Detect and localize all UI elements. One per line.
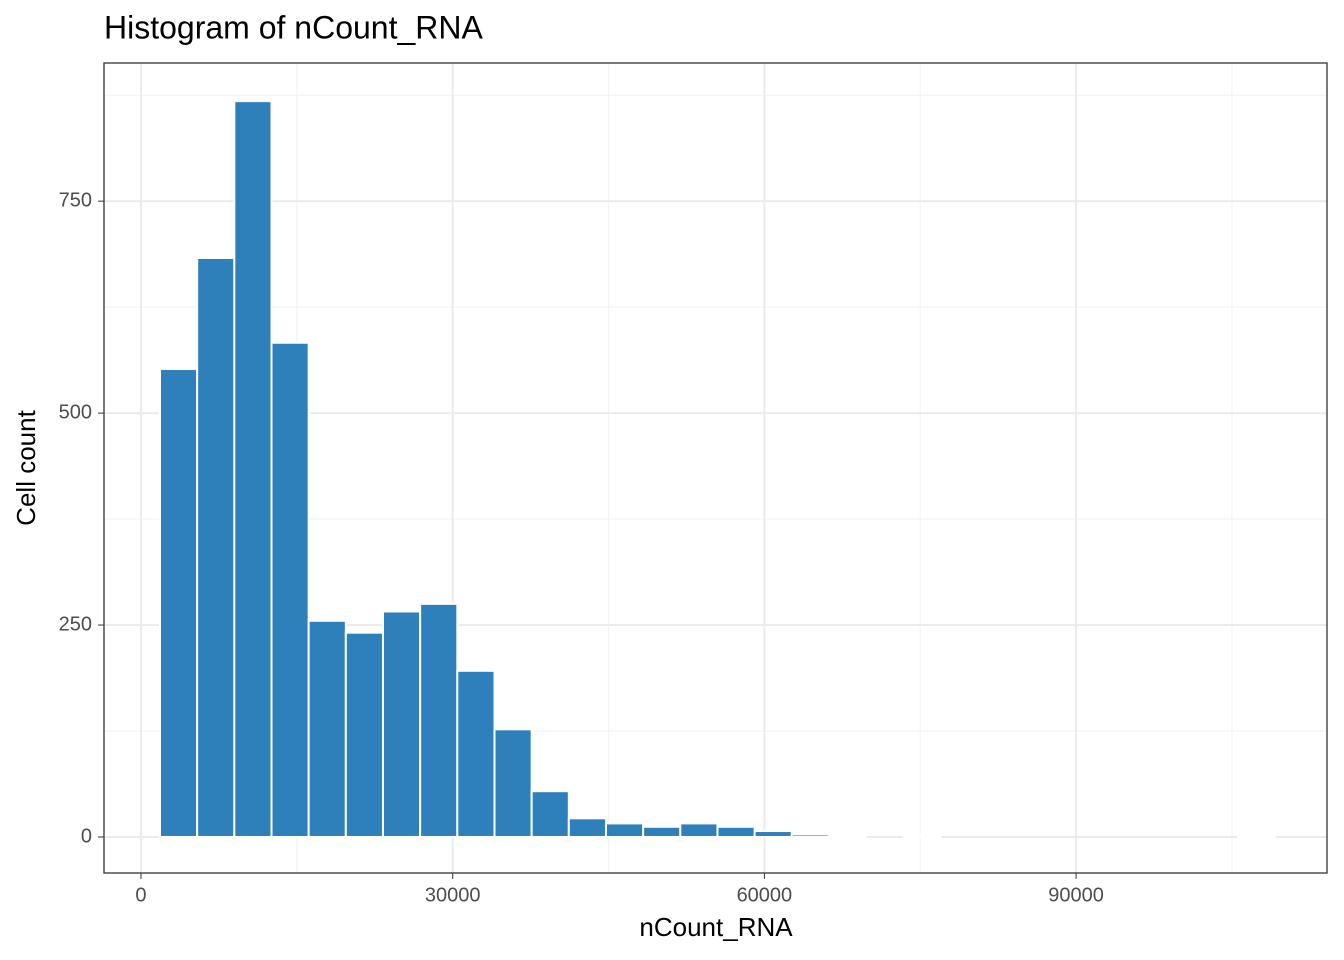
x-tick-label: 0 [135,884,146,906]
bar [790,833,830,838]
y-tick-label: 0 [81,825,92,847]
bar [270,341,310,838]
bar [642,825,682,838]
bar [716,825,756,838]
bar [530,790,570,838]
bar [196,256,236,838]
bar [679,822,719,838]
bar [159,368,199,838]
chart-title: Histogram of nCount_RNA [104,9,483,45]
y-tick-label: 250 [59,613,92,635]
bar [604,822,645,838]
bar [493,728,533,838]
bar [753,830,793,838]
bar [381,610,422,838]
x-tick-label: 60000 [737,884,793,906]
x-tick-label: 30000 [425,884,481,906]
bar [344,631,384,838]
bar [1236,835,1276,838]
bar [827,835,868,838]
bar [567,817,607,838]
y-tick-label: 500 [59,401,92,423]
bar [456,669,496,838]
bar [902,835,942,838]
x-tick-label: 90000 [1048,884,1104,906]
y-axis-title: Cell count [11,409,41,525]
bar [233,100,273,838]
plot-border [103,62,1328,874]
x-axis-title: nCount_RNA [639,912,793,942]
bar [419,602,459,838]
y-tick-label: 750 [59,189,92,211]
bar [307,619,347,838]
